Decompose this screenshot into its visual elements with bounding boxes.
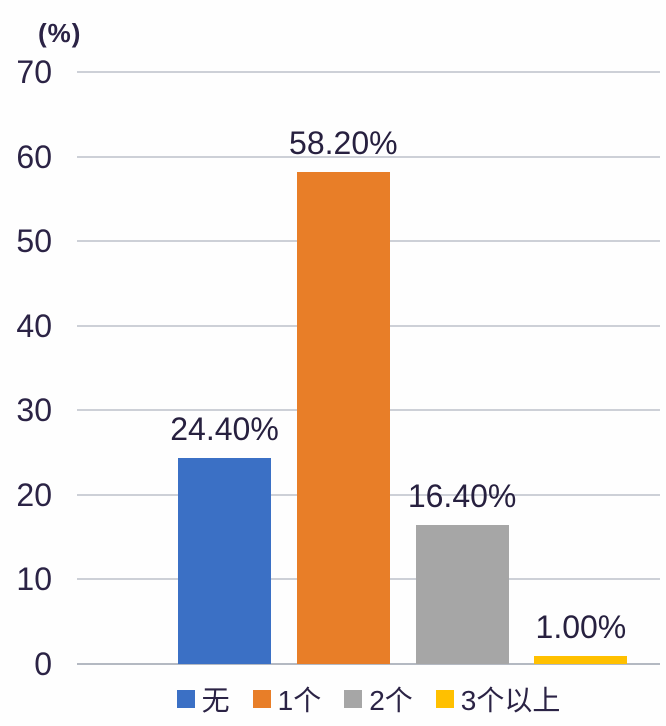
- legend-label: 1个: [277, 685, 322, 716]
- bar-value-label: 58.20%: [289, 124, 398, 161]
- plot-area: 24.40% 58.20% 16.40% 1.00%: [77, 71, 660, 665]
- y-axis-tick-label: 40: [16, 307, 52, 344]
- bar-value-label: 1.00%: [535, 608, 627, 645]
- gridline: [77, 155, 660, 158]
- legend-swatch: [176, 690, 195, 708]
- bar: 58.20%: [289, 125, 398, 664]
- y-axis-tick-label: 20: [16, 476, 52, 513]
- y-axis-tick-label: 10: [16, 561, 52, 598]
- gridline: [77, 663, 660, 665]
- legend-item: 1个: [252, 679, 322, 719]
- legend-label: 无: [201, 685, 230, 716]
- legend-swatch: [435, 690, 454, 708]
- legend-label: 3个以上: [460, 685, 561, 716]
- legend-swatch: [252, 690, 271, 708]
- bar: 16.40%: [408, 478, 516, 664]
- y-axis-tick-label: 60: [16, 138, 52, 175]
- bar-value-label: 24.40%: [170, 410, 279, 447]
- bar: 1.00%: [534, 609, 628, 664]
- legend-item: 3个以上: [435, 679, 561, 719]
- y-axis-tick-label: 30: [16, 392, 52, 429]
- legend-swatch: [344, 690, 363, 708]
- legend: 无 1个 2个 3个以上: [77, 681, 660, 717]
- legend-label: 2个: [369, 685, 413, 716]
- y-axis-tick-label: 70: [16, 54, 52, 90]
- legend-item: 2个: [344, 679, 413, 719]
- bar: 24.40%: [170, 411, 279, 664]
- gridline: [77, 71, 660, 73]
- y-axis-tick-label: 0: [34, 646, 52, 682]
- y-axis-unit-label: (%): [38, 18, 82, 48]
- legend-item: 无: [176, 679, 230, 719]
- bar-value-label: 16.40%: [407, 478, 517, 515]
- y-axis-tick-label: 50: [16, 223, 52, 260]
